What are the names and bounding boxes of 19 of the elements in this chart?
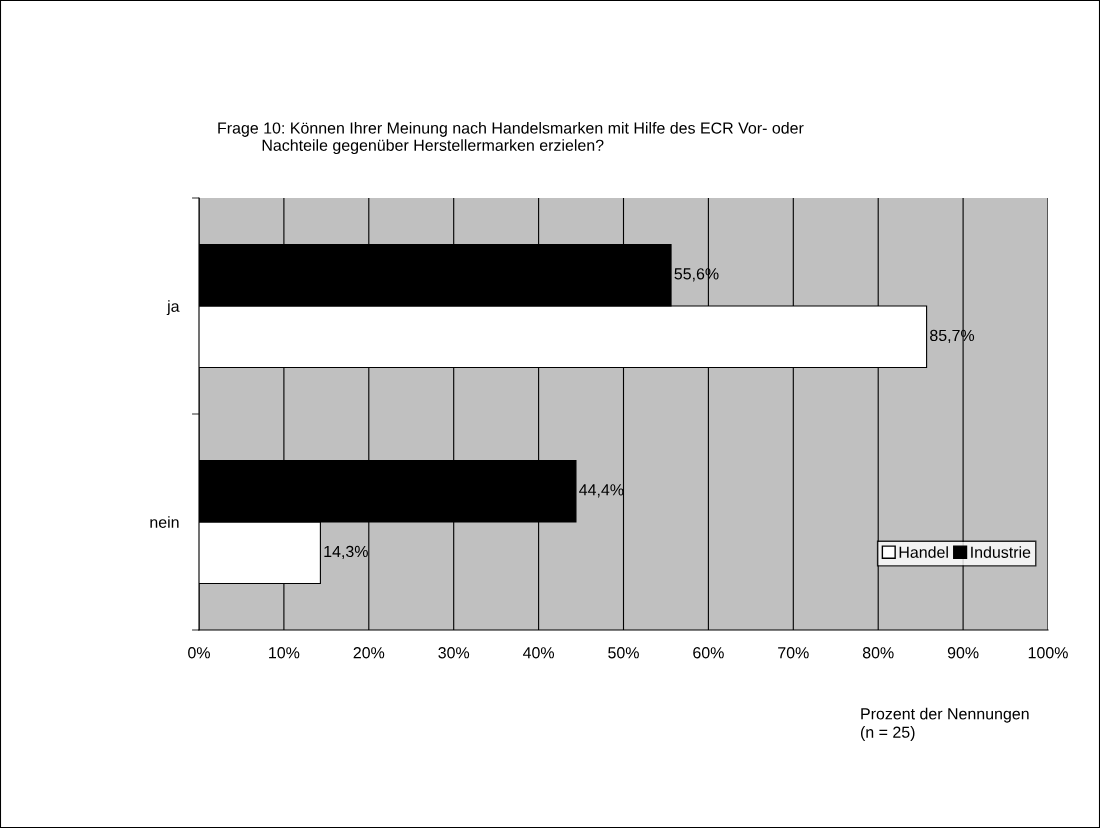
legend-label: Industrie	[971, 546, 1031, 558]
x-tick-label: 50%	[608, 647, 639, 659]
data-label: 44,4%	[579, 484, 624, 498]
x-tick-label: 20%	[353, 647, 385, 659]
y-tick-label: nein	[150, 516, 179, 528]
x-tick-label: 60%	[693, 647, 724, 659]
y-tick-label: ja	[166, 300, 180, 316]
x-tick-label: 70%	[778, 647, 809, 659]
chart-title: Frage 10: Können Ihrer Meinung nach Handelsmarken mit Hilfe des ECR Vor- oder Nachteile gegenüber Herstellermarken erzielen?	[218, 122, 804, 155]
x-tick-label: 90%	[947, 647, 979, 659]
x-tick-label: 100%	[1028, 647, 1068, 659]
data-label: 14,3%	[324, 545, 368, 559]
x-axis-title: Prozent der Nennungen (n = 25)	[860, 707, 1029, 741]
x-tick-label: 10%	[269, 647, 300, 659]
x-tick-label: 80%	[862, 647, 894, 659]
legend-label: Handel	[899, 546, 948, 558]
x-tick-label: 0%	[188, 647, 210, 659]
x-tick-label: 30%	[438, 647, 470, 659]
x-tick-label: 40%	[522, 647, 555, 659]
